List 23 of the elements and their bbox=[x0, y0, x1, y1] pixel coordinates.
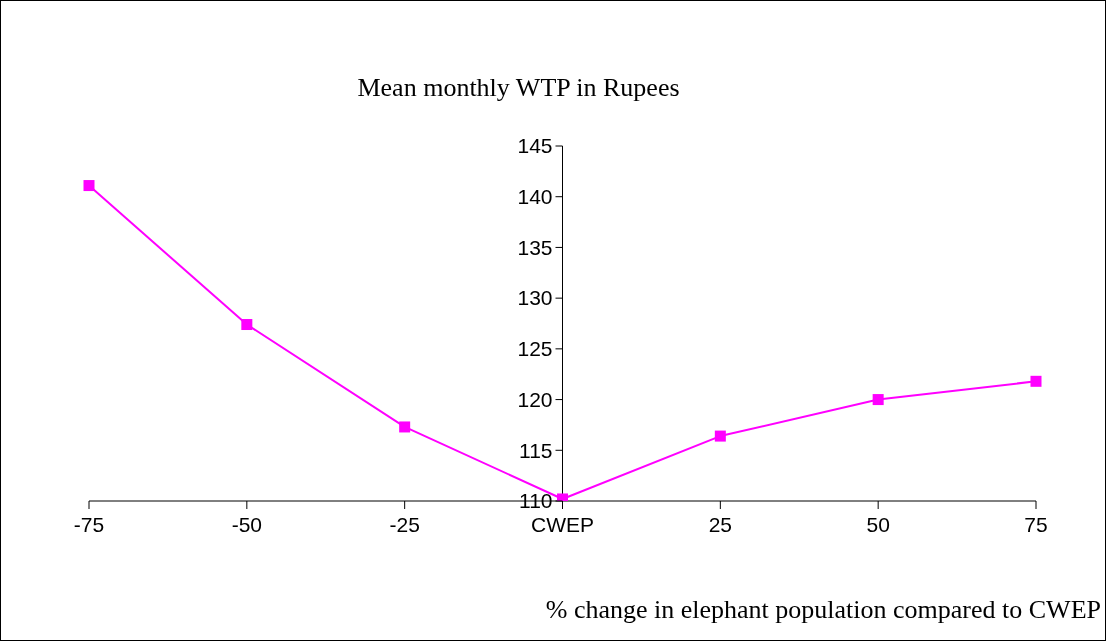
y-tick-label: 145 bbox=[517, 134, 553, 158]
y-tick-label: 135 bbox=[517, 235, 553, 259]
x-tick-label: 25 bbox=[708, 512, 733, 536]
point bbox=[83, 180, 95, 192]
x-tick-label: 75 bbox=[1024, 512, 1048, 536]
point bbox=[241, 319, 253, 331]
point bbox=[714, 430, 726, 442]
chart-title: Mean monthly WTP in Rupees bbox=[356, 73, 681, 103]
y-tick-label: 115 bbox=[519, 438, 553, 462]
point bbox=[399, 421, 411, 433]
y-tick-label: 140 bbox=[517, 185, 553, 209]
y-tick-label: 130 bbox=[517, 286, 553, 310]
x-tick-label: -75 bbox=[73, 512, 105, 536]
x-tick-label: -50 bbox=[231, 512, 263, 536]
y-tick-label: 125 bbox=[517, 337, 553, 361]
y-tick-label: 110 bbox=[519, 489, 553, 513]
y-tick-label: 120 bbox=[517, 387, 553, 411]
point bbox=[1030, 375, 1042, 387]
x-tick-label: 50 bbox=[866, 512, 890, 536]
point bbox=[872, 394, 884, 406]
x-axis-title: % change in elephant population compared to CWEP bbox=[545, 595, 1101, 625]
x-tick-label: -25 bbox=[389, 512, 420, 536]
x-tick-label: CWEP bbox=[531, 512, 594, 536]
